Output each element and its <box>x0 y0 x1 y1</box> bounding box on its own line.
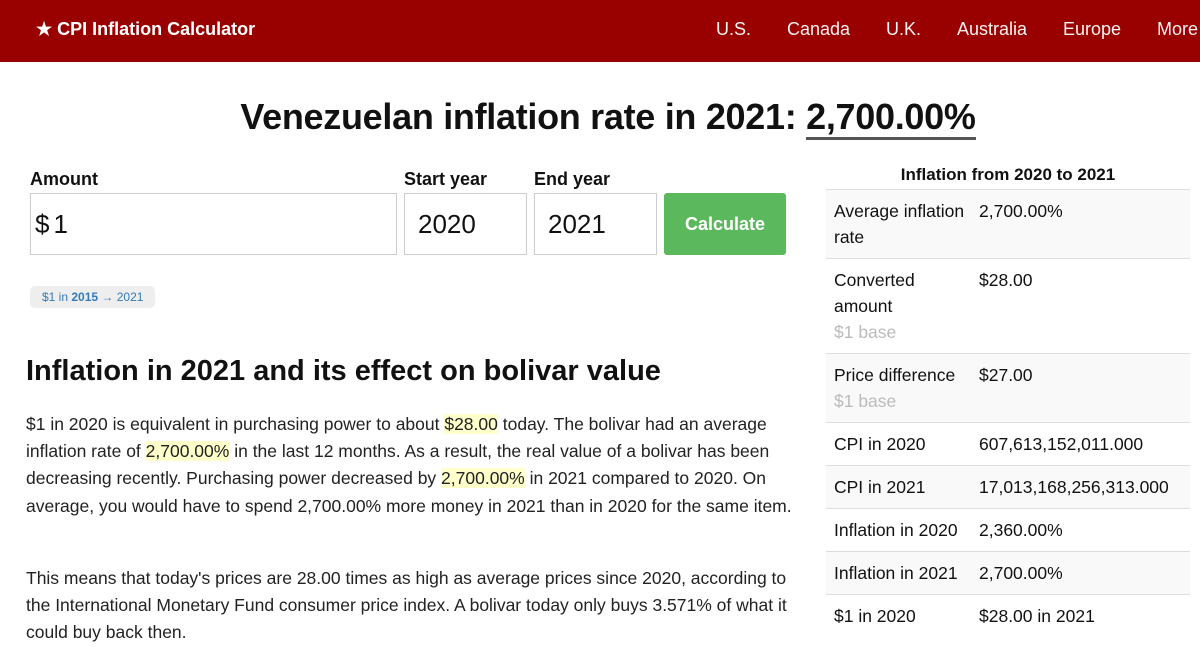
nav-link-us[interactable]: U.S. <box>716 19 752 39</box>
text: $1 in 2020 is equivalent in purchasing p… <box>26 414 445 434</box>
brand-link[interactable]: ★ CPI Inflation Calculator <box>36 19 255 40</box>
amount-label: Amount <box>30 169 98 189</box>
table-row: Average inflation rate 2,700.00% <box>826 189 1190 259</box>
start-year-label: Start year <box>404 169 488 189</box>
row-key: Inflation in 2020 <box>826 508 979 552</box>
stats-table: Average inflation rate 2,700.00% Converte… <box>826 189 1190 637</box>
start-year-field[interactable] <box>404 193 527 255</box>
chip-prefix: $1 in <box>42 290 72 304</box>
text: in 2021 compared to 2020. On average, yo… <box>26 468 792 516</box>
row-key: Inflation in 2021 <box>826 551 979 595</box>
row-key: $1 in 2020 <box>826 594 979 637</box>
dollar-sign: $ <box>35 209 50 239</box>
brand-label: CPI Inflation Calculator <box>57 19 256 39</box>
chip-from-year: 2015 <box>71 290 99 304</box>
end-year-label: End year <box>534 169 611 189</box>
row-key: Price difference $1 base <box>826 353 979 423</box>
page-title: Venezuelan inflation rate in 2021: 2,700… <box>0 96 1200 140</box>
title-rate: 2,700.00% <box>806 96 976 140</box>
end-year-field[interactable] <box>534 193 657 255</box>
highlight-value: 2,700.00% <box>441 468 525 489</box>
row-value: $28.00 <box>979 258 1190 354</box>
amount-input[interactable] <box>53 209 354 240</box>
inflation-summary-panel: Inflation from 2020 to 2021 Average infl… <box>826 160 1190 637</box>
table-row: CPI in 2021 17,013,168,256,313.000 <box>826 465 1190 509</box>
explanation-paragraph: This means that today's prices are 28.00… <box>26 568 787 643</box>
row-value: 2,700.00% <box>979 189 1190 259</box>
row-value: 2,360.00% <box>979 508 1190 552</box>
end-year-input[interactable] <box>548 209 648 240</box>
star-icon: ★ <box>36 19 53 39</box>
highlight-value: 2,700.00% <box>145 441 230 462</box>
row-value: 607,613,152,011.000 <box>979 422 1190 466</box>
nav-links: U.S. Canada U.K. Australia Europe More <box>0 19 1200 43</box>
chip-to-year: 2021 <box>116 290 144 304</box>
calculate-button[interactable]: Calculate <box>664 193 786 255</box>
row-value: 17,013,168,256,313.000 <box>979 465 1190 509</box>
nav-link-canada[interactable]: Canada <box>787 19 851 39</box>
row-subtext: $1 base <box>834 322 897 342</box>
nav-link-more[interactable]: More <box>1157 19 1199 39</box>
amount-field[interactable]: $ <box>30 193 397 255</box>
highlight-value: $28.00 <box>444 414 498 434</box>
key-label: Converted amount <box>834 270 915 316</box>
row-key: Converted amount $1 base <box>826 258 979 354</box>
nav-link-uk[interactable]: U.K. <box>886 19 922 39</box>
start-year-input[interactable] <box>418 209 518 240</box>
key-label: Price difference <box>834 365 956 385</box>
summary-paragraph: $1 in 2020 is equivalent in purchasing p… <box>26 411 798 520</box>
nav-link-australia[interactable]: Australia <box>957 19 1028 39</box>
quick-link-chip[interactable]: $1 in 2015 → 2021 <box>30 286 156 308</box>
nav-link-europe[interactable]: Europe <box>1063 19 1122 39</box>
table-row: Inflation in 2021 2,700.00% <box>826 551 1190 595</box>
row-value: $28.00 in 2021 <box>979 594 1190 637</box>
table-row: Price difference $1 base $27.00 <box>826 353 1190 423</box>
table-row: Inflation in 2020 2,360.00% <box>826 508 1190 552</box>
row-value: $27.00 <box>979 353 1190 423</box>
row-key: Average inflation rate <box>826 189 979 259</box>
section-heading: Inflation in 2021 and its effect on boli… <box>26 355 661 387</box>
text: in the last 12 months. As a result, the … <box>26 441 770 489</box>
row-subtext: $1 base <box>834 391 897 411</box>
row-key: CPI in 2021 <box>826 465 979 509</box>
text: today. The bolivar had an average inflat… <box>26 414 767 462</box>
arrow-icon: → <box>98 290 117 304</box>
table-row: $1 in 2020 $28.00 in 2021 <box>826 594 1190 637</box>
top-navbar: ★ CPI Inflation Calculator U.S. Canada U… <box>0 0 1200 62</box>
row-key: CPI in 2020 <box>826 422 979 466</box>
row-value: 2,700.00% <box>979 551 1190 595</box>
panel-title: Inflation from 2020 to 2021 <box>900 165 1116 184</box>
table-row: Converted amount $1 base $28.00 <box>826 258 1190 354</box>
title-prefix: Venezuelan inflation rate in 2021: <box>240 96 807 137</box>
table-row: CPI in 2020 607,613,152,011.000 <box>826 422 1190 466</box>
